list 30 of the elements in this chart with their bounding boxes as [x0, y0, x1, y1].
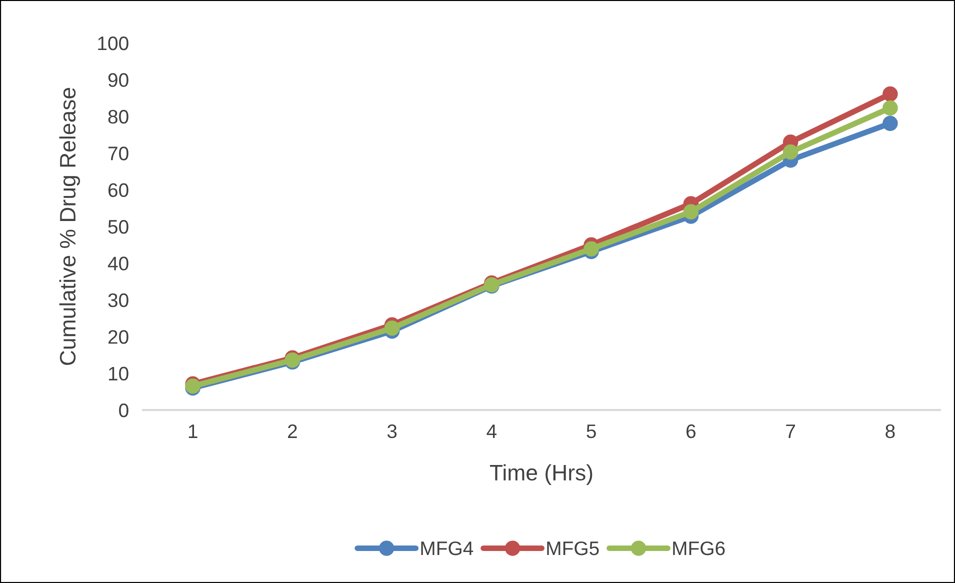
x-tick-label: 1	[188, 424, 198, 438]
x-tick-label: 7	[786, 424, 795, 438]
x-axis-title: Time (Hrs)	[490, 464, 592, 485]
x-tick-label: 2	[288, 424, 297, 438]
y-tick-label: 40	[108, 256, 128, 270]
point	[683, 204, 699, 220]
x-tick-label: 8	[886, 424, 895, 438]
y-tick-label: 80	[108, 110, 128, 124]
legend-label: MFG6	[673, 541, 725, 556]
x-tick-label: 5	[586, 424, 596, 438]
point	[882, 116, 898, 132]
legend-label: MFG4	[421, 541, 474, 556]
point	[782, 144, 798, 160]
y-tick-label: 0	[119, 403, 128, 418]
y-tick-label: 50	[108, 220, 128, 234]
y-axis-title: Cumulative % Drug Release	[59, 88, 80, 365]
y-tick-label: 60	[108, 183, 128, 198]
y-tick-label: 90	[108, 73, 128, 87]
legend-label: MFG5	[547, 541, 599, 556]
x-tick-label: 6	[686, 424, 696, 438]
y-tick-label: 30	[108, 293, 128, 308]
y-tick-label: 100	[98, 36, 128, 50]
y-tick-label: 70	[108, 146, 128, 160]
point	[882, 86, 898, 102]
x-tick-label: 4	[486, 424, 497, 438]
y-tick-label: 20	[108, 330, 128, 344]
point	[882, 100, 898, 116]
x-tick-label: 3	[387, 424, 397, 438]
y-tick-label: 10	[108, 366, 128, 381]
point	[384, 320, 400, 336]
